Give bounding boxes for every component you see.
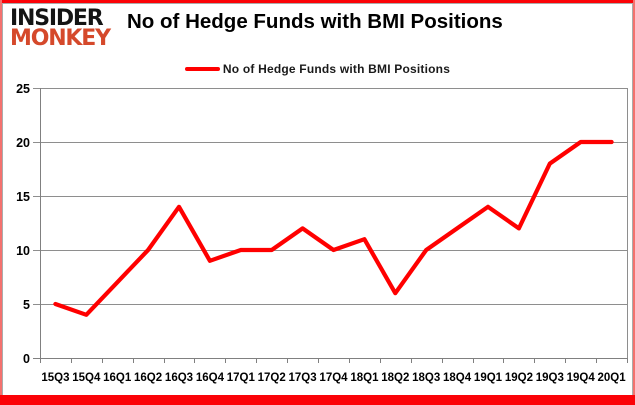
x-tick-label: 15Q4: [72, 372, 101, 384]
y-tick-label: 25: [16, 82, 30, 96]
page-border-top: [0, 0, 635, 3]
y-tick-label: 10: [16, 244, 30, 258]
x-tick-label: 19Q2: [505, 372, 533, 384]
x-tick-label: 18Q4: [443, 372, 472, 384]
x-tick-label: 16Q2: [134, 372, 162, 384]
x-tick-label: 18Q1: [350, 372, 379, 384]
x-tick-label: 19Q3: [536, 372, 564, 384]
y-tick-label: 15: [16, 190, 30, 204]
logo-line-insider: INSIDER: [10, 6, 104, 31]
x-tick-label: 16Q4: [196, 372, 225, 384]
x-tick-label: 19Q4: [567, 372, 596, 384]
x-tick-label: 18Q2: [381, 372, 409, 384]
x-tick-label: 18Q3: [412, 372, 440, 384]
x-tick-label: 17Q3: [289, 372, 317, 384]
logo-line-monkey: MONKEY: [10, 26, 111, 51]
insider-monkey-logo: INSIDER MONKEY: [10, 6, 111, 51]
legend-label: No of Hedge Funds with BMI Positions: [222, 62, 451, 76]
page-border-bottom: [0, 395, 635, 405]
x-tick-label: 20Q1: [598, 372, 627, 384]
legend-line-swatch: [184, 66, 220, 72]
x-tick-label: 17Q2: [258, 372, 286, 384]
x-tick-label: 17Q1: [227, 372, 256, 384]
page-border-right: [633, 0, 635, 405]
x-tick-label: 16Q3: [165, 372, 193, 384]
chart-title: No of Hedge Funds with BMI Positions: [127, 10, 503, 33]
series-line: [53, 139, 614, 317]
y-tick-label: 20: [16, 136, 30, 150]
y-tick-label: 5: [23, 298, 30, 312]
x-tick-label: 15Q3: [41, 372, 69, 384]
x-tick-label: 16Q1: [103, 372, 132, 384]
x-tick-label: 19Q1: [474, 372, 503, 384]
chart-legend: No of Hedge Funds with BMI Positions: [0, 61, 635, 77]
x-tick-label: 17Q4: [319, 372, 348, 384]
y-tick-label: 0: [23, 352, 30, 366]
page-border-left: [0, 0, 2, 405]
